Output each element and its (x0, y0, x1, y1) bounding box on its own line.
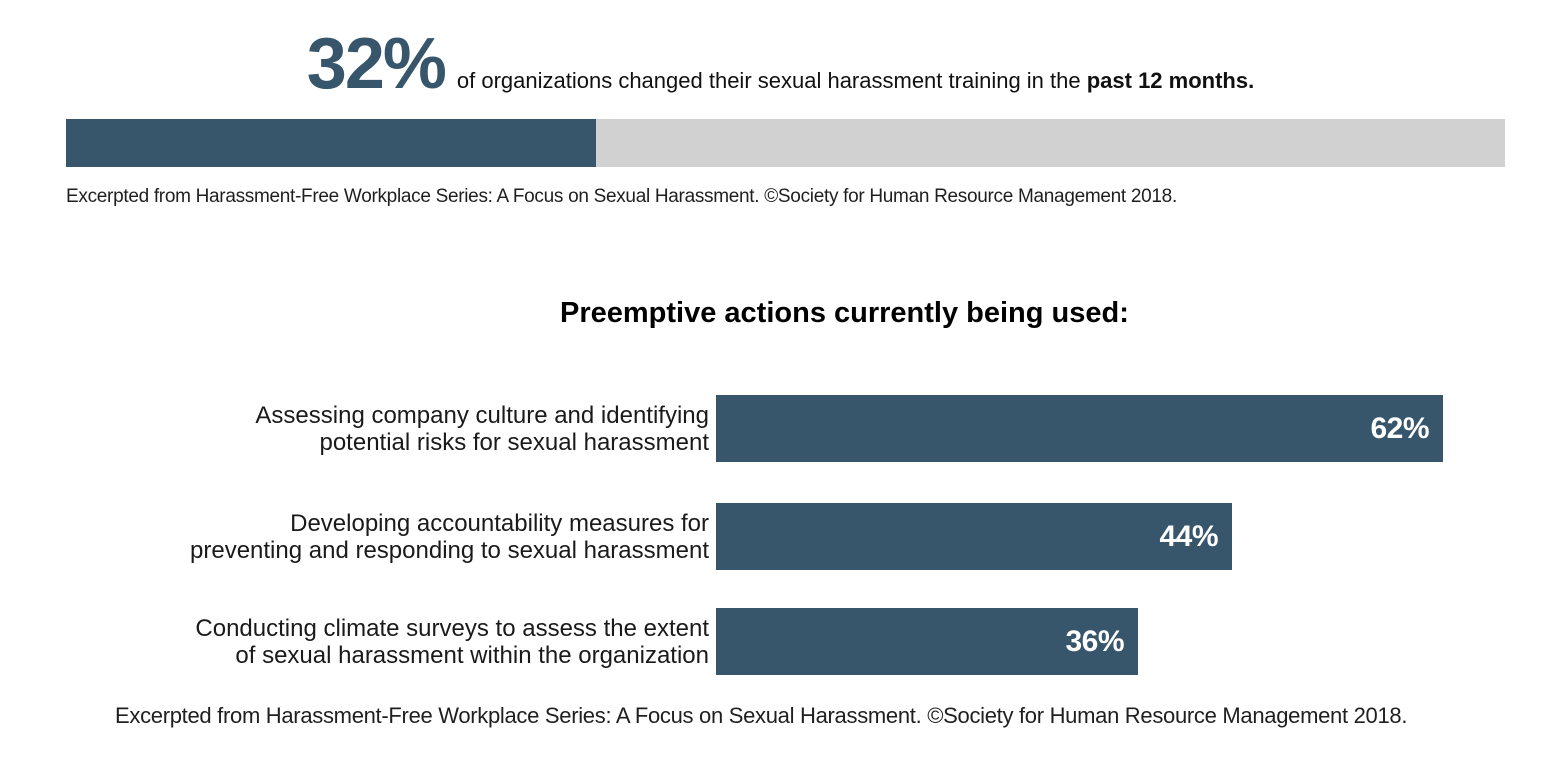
bar-label-line-1: Conducting climate surveys to assess the… (195, 614, 709, 642)
bar-value-label: 36% (1065, 624, 1124, 658)
bar-label: Assessing company culture and identifyin… (0, 395, 709, 462)
bar: 62% (716, 395, 1443, 462)
stat-headline: 32% of organizations changed their sexua… (0, 28, 1561, 100)
bar: 44% (716, 503, 1232, 570)
bar-value-label: 62% (1370, 411, 1429, 445)
source-attribution-top: Excerpted from Harassment-Free Workplace… (66, 186, 1177, 207)
bar-label-line-1: Assessing company culture and identifyin… (255, 401, 709, 429)
bar-label-line-2: of sexual harassment within the organiza… (235, 641, 709, 669)
bar-label: Developing accountability measures for p… (0, 503, 709, 570)
bar-label-line-2: potential risks for sexual harassment (319, 428, 709, 456)
progress-bar-fill (66, 119, 596, 167)
bar-value-label: 44% (1159, 519, 1218, 553)
stat-text-regular: of organizations changed their sexual ha… (456, 68, 1087, 93)
source-attribution-bottom: Excerpted from Harassment-Free Workplace… (115, 703, 1408, 728)
bar-label: Conducting climate surveys to assess the… (0, 608, 709, 675)
stat-text-bold: past 12 months. (1086, 68, 1255, 93)
bar-label-line-1: Developing accountability measures for (290, 509, 709, 537)
bar-label-line-2: preventing and responding to sexual hara… (190, 536, 709, 564)
stat-value: 32% (306, 24, 447, 104)
bar: 36% (716, 608, 1138, 675)
stat-text: of organizations changed their sexual ha… (457, 68, 1254, 94)
chart-title: Preemptive actions currently being used: (560, 297, 1129, 329)
progress-bar-track (66, 119, 1505, 167)
